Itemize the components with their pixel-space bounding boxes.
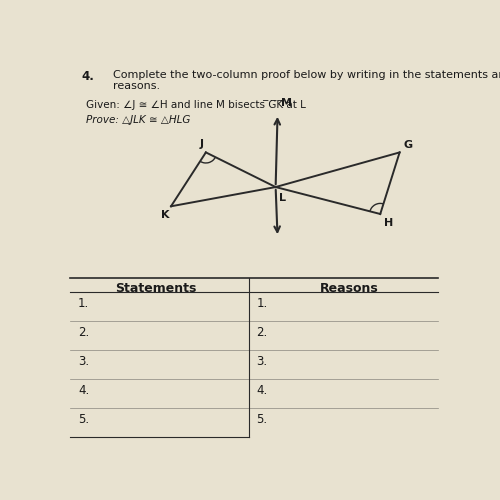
Text: Prove: △JLK ≅ △HLG: Prove: △JLK ≅ △HLG [86,114,190,124]
Text: 3.: 3. [78,355,89,368]
Text: G: G [404,140,412,150]
Text: H: H [384,218,394,228]
Text: 1.: 1. [78,297,89,310]
Text: K: K [160,210,169,220]
Text: M: M [282,98,292,108]
Text: L: L [280,193,286,203]
Text: 1.: 1. [256,297,268,310]
Text: J: J [200,138,204,148]
Text: Reasons: Reasons [320,282,378,295]
Text: Statements: Statements [115,282,196,295]
Text: 2.: 2. [256,326,268,339]
Text: 4.: 4. [78,384,89,397]
Text: 5.: 5. [256,413,268,426]
Text: Complete the two-column proof below by writing in the statements and
reasons.: Complete the two-column proof below by w… [113,70,500,91]
Text: 4.: 4. [82,70,95,82]
Text: Given: ∠J ≅ ∠H and line M bisects ̅G̅K̅ at L: Given: ∠J ≅ ∠H and line M bisects ̅G̅K̅ … [86,100,306,110]
Text: 4.: 4. [256,384,268,397]
Text: 2.: 2. [78,326,89,339]
Text: 5.: 5. [78,413,89,426]
Text: 3.: 3. [256,355,268,368]
